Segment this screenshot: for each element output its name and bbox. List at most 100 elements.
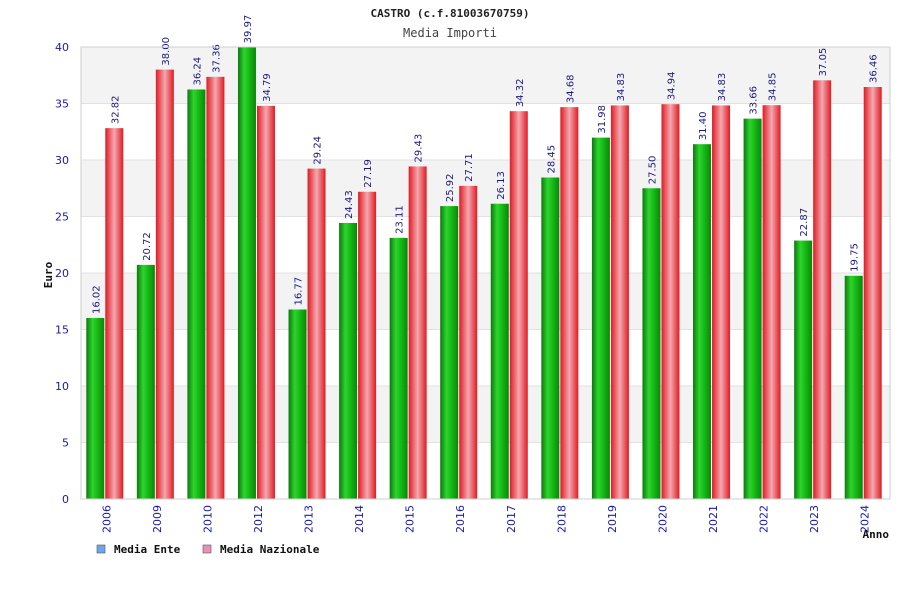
y-tick-label: 10 bbox=[55, 380, 69, 393]
value-label-media-nazionale-2014: 27.19 bbox=[363, 159, 374, 188]
bar-media-nazionale-2014 bbox=[358, 191, 377, 500]
x-tick-label: 2017 bbox=[505, 505, 518, 533]
value-label-media-ente-2014: 24.43 bbox=[344, 190, 355, 219]
x-tick-label: 2018 bbox=[555, 505, 568, 533]
value-label-media-ente-2020: 27.50 bbox=[647, 156, 658, 185]
value-label-media-nazionale-2010: 37.36 bbox=[211, 44, 222, 73]
value-label-media-nazionale-2021: 34.83 bbox=[717, 73, 728, 102]
value-label-media-nazionale-2023: 37.05 bbox=[818, 48, 829, 77]
value-label-media-nazionale-2018: 34.68 bbox=[565, 74, 576, 103]
y-tick-label: 0 bbox=[62, 493, 69, 506]
bar-media-ente-2023 bbox=[794, 240, 813, 499]
bar-media-ente-2021 bbox=[693, 144, 712, 499]
value-label-media-nazionale-2009: 38.00 bbox=[161, 37, 172, 66]
bar-media-nazionale-2006 bbox=[105, 128, 124, 499]
legend-swatch-media-nazionale bbox=[202, 544, 212, 554]
bar-media-nazionale-2019 bbox=[610, 105, 629, 500]
x-tick-label: 2009 bbox=[151, 505, 164, 533]
x-tick-label: 2019 bbox=[606, 505, 619, 533]
x-tick-label: 2006 bbox=[100, 505, 113, 533]
legend-label-media-nazionale: Media Nazionale bbox=[220, 543, 320, 556]
bar-media-nazionale-2018 bbox=[560, 107, 579, 499]
bar-media-nazionale-2015 bbox=[408, 166, 427, 500]
bar-media-nazionale-2013 bbox=[307, 168, 326, 499]
value-label-media-ente-2015: 23.11 bbox=[395, 205, 406, 234]
value-label-media-nazionale-2024: 36.46 bbox=[869, 54, 880, 83]
value-label-media-nazionale-2013: 29.24 bbox=[313, 136, 324, 165]
bar-media-nazionale-2012 bbox=[256, 105, 275, 500]
x-tick-label: 2022 bbox=[758, 505, 771, 533]
legend-swatch-media-ente bbox=[96, 544, 106, 554]
y-tick-label: 20 bbox=[55, 267, 69, 280]
x-axis-label: Anno bbox=[863, 528, 890, 541]
value-label-media-ente-2009: 20.72 bbox=[142, 232, 153, 261]
value-label-media-ente-2010: 36.24 bbox=[192, 57, 203, 86]
value-label-media-ente-2021: 31.40 bbox=[698, 112, 709, 141]
bar-media-ente-2018 bbox=[541, 177, 560, 499]
y-tick-label: 35 bbox=[55, 98, 69, 111]
bar-media-ente-2015 bbox=[389, 237, 408, 499]
bar-media-nazionale-2016 bbox=[459, 185, 478, 499]
bar-media-ente-2010 bbox=[187, 89, 206, 499]
value-labels: 16.02 32.82 20.72 38.00 36.24 37.36 39.97 34.79… bbox=[91, 15, 879, 314]
value-label-media-nazionale-2019: 34.83 bbox=[616, 73, 627, 102]
bar-media-ente-2017 bbox=[490, 203, 509, 499]
value-label-media-ente-2018: 28.45 bbox=[546, 145, 557, 174]
bar-media-nazionale-2017 bbox=[509, 111, 528, 500]
bar-media-nazionale-2010 bbox=[206, 76, 225, 499]
bar-media-ente-2006 bbox=[86, 317, 105, 499]
bar-media-nazionale-2023 bbox=[813, 80, 832, 500]
bars bbox=[86, 47, 882, 500]
y-tick-label: 15 bbox=[55, 324, 69, 337]
value-label-media-ente-2006: 16.02 bbox=[91, 285, 102, 314]
x-tick-label: 2014 bbox=[353, 505, 366, 533]
x-tick-label: 2010 bbox=[201, 505, 214, 533]
value-label-media-nazionale-2022: 34.85 bbox=[768, 73, 779, 102]
value-label-media-ente-2023: 22.87 bbox=[799, 208, 810, 237]
value-label-media-nazionale-2015: 29.43 bbox=[414, 134, 425, 163]
bar-media-nazionale-2022 bbox=[762, 105, 781, 499]
value-label-media-nazionale-2016: 27.71 bbox=[464, 153, 475, 182]
bar-media-ente-2009 bbox=[136, 264, 155, 499]
value-label-media-ente-2019: 31.98 bbox=[597, 105, 608, 134]
plot-frame bbox=[80, 46, 891, 500]
x-tick-label: 2023 bbox=[808, 505, 821, 533]
bar-media-ente-2016 bbox=[440, 206, 459, 499]
y-axis-ticks: 0 5 10 15 20 25 30 35 40 bbox=[55, 41, 69, 506]
y-tick-label: 30 bbox=[55, 154, 69, 167]
y-tick-label: 5 bbox=[62, 437, 69, 450]
bar-media-ente-2013 bbox=[288, 309, 307, 499]
bar-media-ente-2020 bbox=[642, 188, 661, 499]
x-tick-label: 2012 bbox=[252, 505, 265, 533]
bar-media-ente-2014 bbox=[339, 222, 358, 500]
chart-title: CASTRO (c.f.81003670759) bbox=[371, 7, 530, 20]
value-label-media-nazionale-2020: 34.94 bbox=[666, 72, 677, 101]
value-label-media-nazionale-2017: 34.32 bbox=[515, 79, 526, 108]
legend-label-media-ente: Media Ente bbox=[114, 543, 181, 556]
value-label-media-ente-2017: 26.13 bbox=[496, 171, 507, 200]
y-tick-label: 40 bbox=[55, 41, 69, 54]
x-axis-ticks: 2006 2009 2010 2012 2013 2014 2015 2016 2017 2018… bbox=[100, 505, 871, 533]
bar-media-ente-2024 bbox=[844, 275, 863, 499]
bar-media-nazionale-2024 bbox=[863, 87, 882, 499]
value-label-media-nazionale-2006: 32.82 bbox=[110, 95, 121, 124]
y-tick-label: 25 bbox=[55, 211, 69, 224]
value-label-media-ente-2022: 33.66 bbox=[749, 86, 760, 115]
bar-media-nazionale-2009 bbox=[155, 69, 174, 499]
y-axis-label: Euro bbox=[42, 261, 55, 288]
x-tick-label: 2021 bbox=[707, 505, 720, 533]
bar-media-nazionale-2020 bbox=[661, 104, 680, 499]
value-label-media-ente-2024: 19.75 bbox=[850, 243, 861, 272]
bar-media-nazionale-2021 bbox=[712, 105, 731, 500]
chart-subtitle: Media Importi bbox=[403, 26, 497, 40]
bar-media-ente-2019 bbox=[591, 137, 610, 499]
value-label-media-ente-2016: 25.92 bbox=[445, 173, 456, 202]
value-label-media-nazionale-2012: 34.79 bbox=[262, 73, 273, 102]
value-label-media-ente-2012: 39.97 bbox=[243, 15, 254, 44]
x-tick-label: 2013 bbox=[303, 505, 316, 533]
x-tick-label: 2020 bbox=[656, 505, 669, 533]
bar-media-ente-2022 bbox=[743, 118, 762, 499]
bar-media-ente-2012 bbox=[237, 47, 256, 500]
x-tick-label: 2015 bbox=[404, 505, 417, 533]
